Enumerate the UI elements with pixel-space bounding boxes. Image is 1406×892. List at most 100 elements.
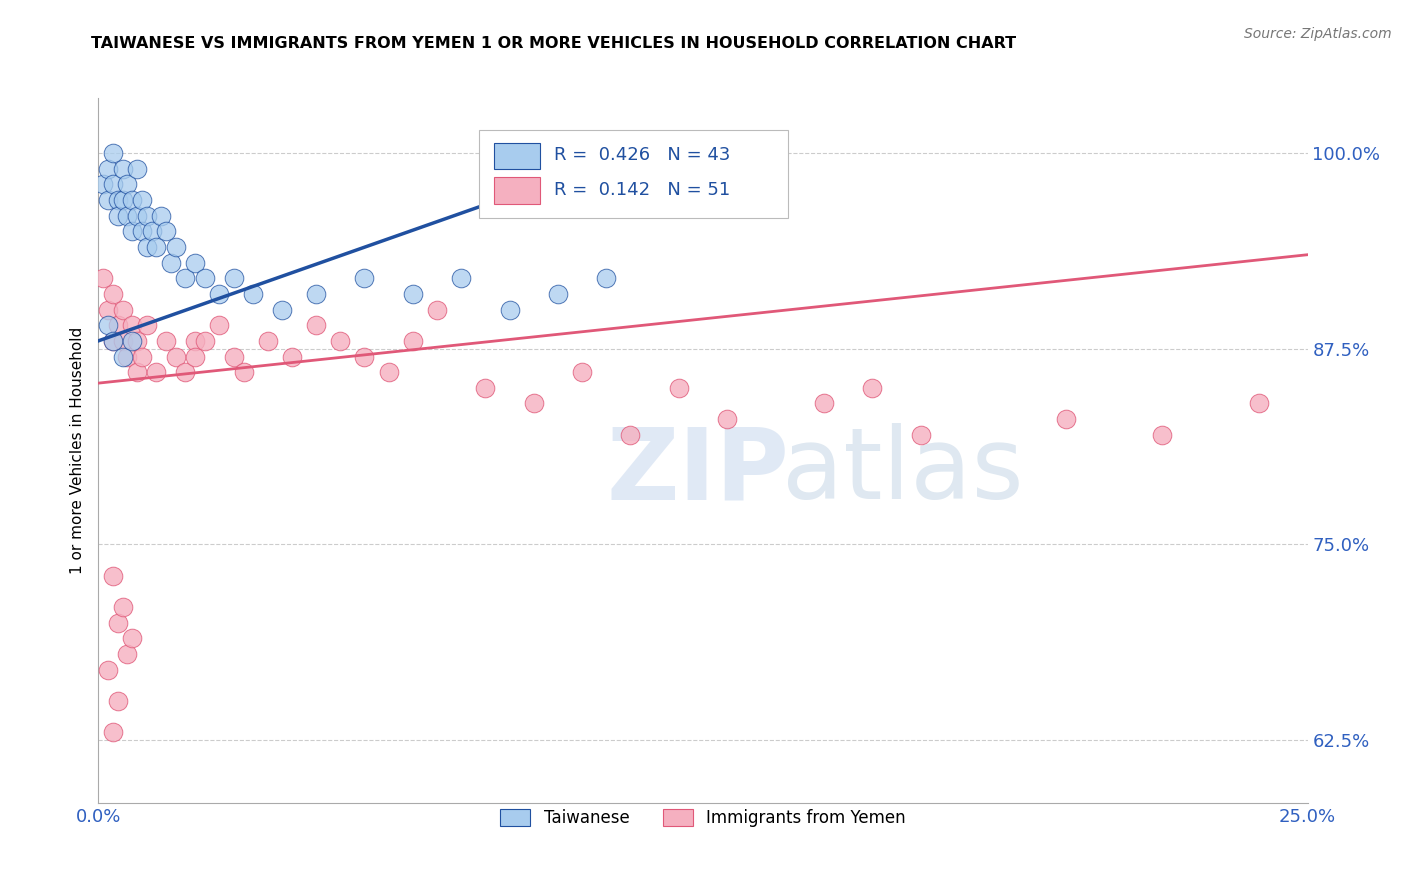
Point <box>101 286 124 301</box>
Point <box>135 209 157 223</box>
Point <box>121 632 143 646</box>
Point <box>910 427 932 442</box>
Point <box>450 271 472 285</box>
Point <box>141 224 163 238</box>
Point <box>1054 412 1077 426</box>
Point <box>571 365 593 379</box>
Point <box>208 318 231 333</box>
Point <box>242 286 264 301</box>
Text: R =  0.426   N = 43: R = 0.426 N = 43 <box>554 146 731 164</box>
Point <box>165 350 187 364</box>
Point <box>523 396 546 410</box>
FancyBboxPatch shape <box>494 143 540 169</box>
Point <box>107 694 129 708</box>
Point <box>150 209 173 223</box>
Point <box>353 350 375 364</box>
Point <box>402 286 425 301</box>
Point <box>135 318 157 333</box>
Point <box>111 302 134 317</box>
Point <box>101 725 124 739</box>
Point <box>131 350 153 364</box>
Point <box>184 350 207 364</box>
Point <box>97 663 120 677</box>
Point <box>155 224 177 238</box>
Point <box>498 302 520 317</box>
Point <box>174 271 197 285</box>
Point <box>97 318 120 333</box>
Point <box>402 334 425 348</box>
Point <box>117 178 139 192</box>
Point <box>1152 427 1174 442</box>
Point <box>813 396 835 410</box>
Point <box>135 240 157 254</box>
Text: TAIWANESE VS IMMIGRANTS FROM YEMEN 1 OR MORE VEHICLES IN HOUSEHOLD CORRELATION C: TAIWANESE VS IMMIGRANTS FROM YEMEN 1 OR … <box>91 36 1017 51</box>
Point <box>97 161 120 176</box>
FancyBboxPatch shape <box>494 177 540 204</box>
Text: Source: ZipAtlas.com: Source: ZipAtlas.com <box>1244 27 1392 41</box>
Text: R =  0.142   N = 51: R = 0.142 N = 51 <box>554 181 731 199</box>
Point <box>668 381 690 395</box>
Point <box>716 412 738 426</box>
Point <box>107 615 129 630</box>
Point <box>595 271 617 285</box>
Point <box>145 365 167 379</box>
Point <box>131 224 153 238</box>
Point <box>97 302 120 317</box>
Point <box>117 350 139 364</box>
Point <box>174 365 197 379</box>
Point <box>91 178 114 192</box>
Point <box>121 334 143 348</box>
Point <box>281 350 304 364</box>
Point <box>111 161 134 176</box>
Point <box>117 647 139 661</box>
Point <box>194 334 217 348</box>
Y-axis label: 1 or more Vehicles in Household: 1 or more Vehicles in Household <box>69 326 84 574</box>
Point <box>145 240 167 254</box>
Point <box>107 193 129 207</box>
Point <box>426 302 449 317</box>
Point <box>194 271 217 285</box>
Point <box>305 286 328 301</box>
Point <box>222 271 245 285</box>
Point <box>101 145 124 160</box>
Point <box>111 193 134 207</box>
Point <box>127 334 149 348</box>
Point <box>127 161 149 176</box>
Point <box>547 286 569 301</box>
Point <box>1249 396 1271 410</box>
Point <box>111 334 134 348</box>
Point <box>619 427 641 442</box>
Point <box>121 224 143 238</box>
Point <box>222 350 245 364</box>
Point <box>117 209 139 223</box>
Point <box>377 365 399 379</box>
Point <box>111 350 134 364</box>
Point <box>232 365 254 379</box>
Point <box>184 334 207 348</box>
Point <box>127 365 149 379</box>
Point <box>353 271 375 285</box>
Point <box>127 209 149 223</box>
Point <box>160 255 183 269</box>
Point <box>107 318 129 333</box>
Point <box>155 334 177 348</box>
Point <box>121 318 143 333</box>
Point <box>860 381 883 395</box>
Point <box>208 286 231 301</box>
Point <box>107 209 129 223</box>
Point <box>101 178 124 192</box>
Point <box>97 193 120 207</box>
Point <box>101 568 124 582</box>
Point <box>184 255 207 269</box>
Point <box>91 271 114 285</box>
FancyBboxPatch shape <box>479 130 787 218</box>
Point <box>131 193 153 207</box>
Text: atlas: atlas <box>782 423 1024 520</box>
Text: ZIP: ZIP <box>606 423 789 520</box>
Point <box>256 334 278 348</box>
Point <box>111 600 134 615</box>
Point <box>305 318 328 333</box>
Point <box>165 240 187 254</box>
Point <box>121 193 143 207</box>
Legend: Taiwanese, Immigrants from Yemen: Taiwanese, Immigrants from Yemen <box>484 792 922 844</box>
